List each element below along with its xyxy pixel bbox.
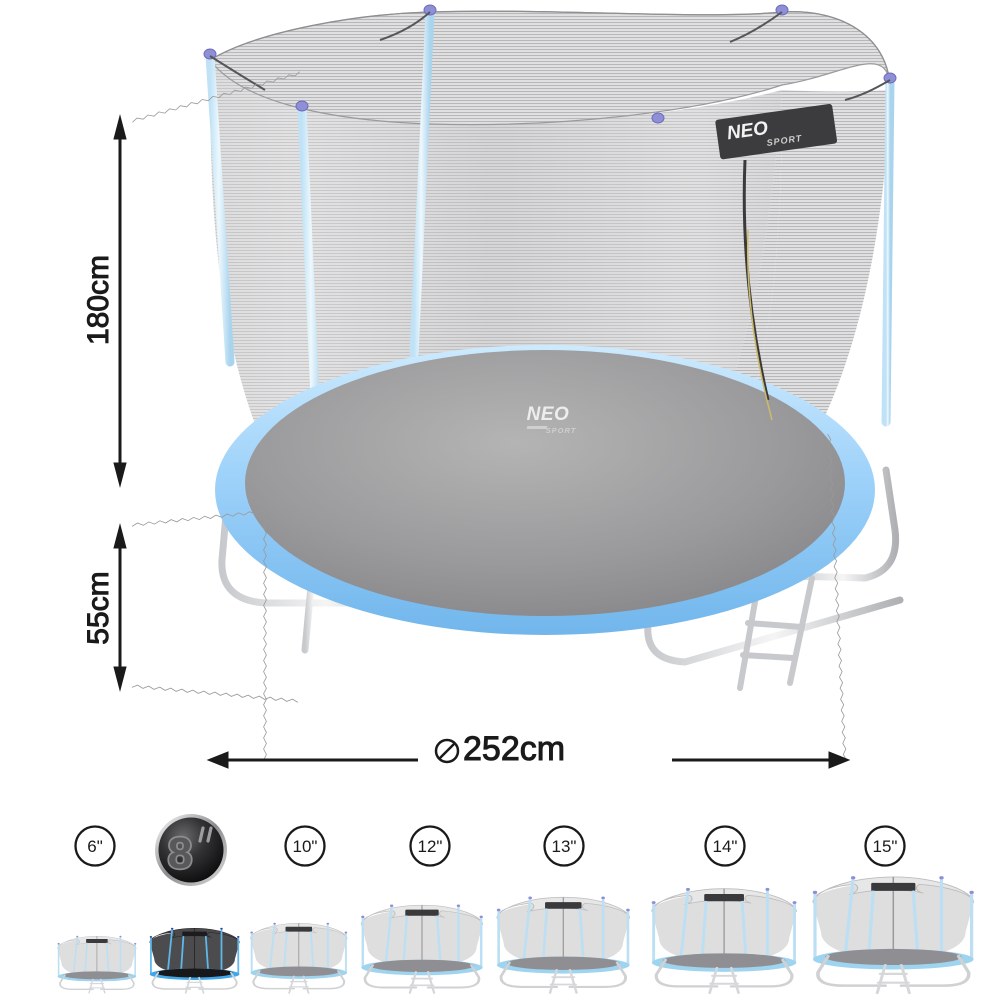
svg-text:SPORT: SPORT bbox=[546, 426, 577, 435]
svg-text:55cm: 55cm bbox=[82, 571, 115, 644]
svg-text:6": 6" bbox=[87, 837, 103, 856]
svg-text:180cm: 180cm bbox=[82, 255, 115, 345]
svg-text:13": 13" bbox=[552, 837, 577, 856]
svg-text:15": 15" bbox=[873, 837, 898, 856]
svg-text:NEO: NEO bbox=[527, 404, 570, 425]
svg-text:8: 8 bbox=[168, 829, 192, 878]
svg-text:252cm: 252cm bbox=[463, 730, 565, 768]
svg-text:10": 10" bbox=[293, 837, 318, 856]
svg-text:12": 12" bbox=[418, 837, 443, 856]
svg-text:14": 14" bbox=[713, 837, 738, 856]
